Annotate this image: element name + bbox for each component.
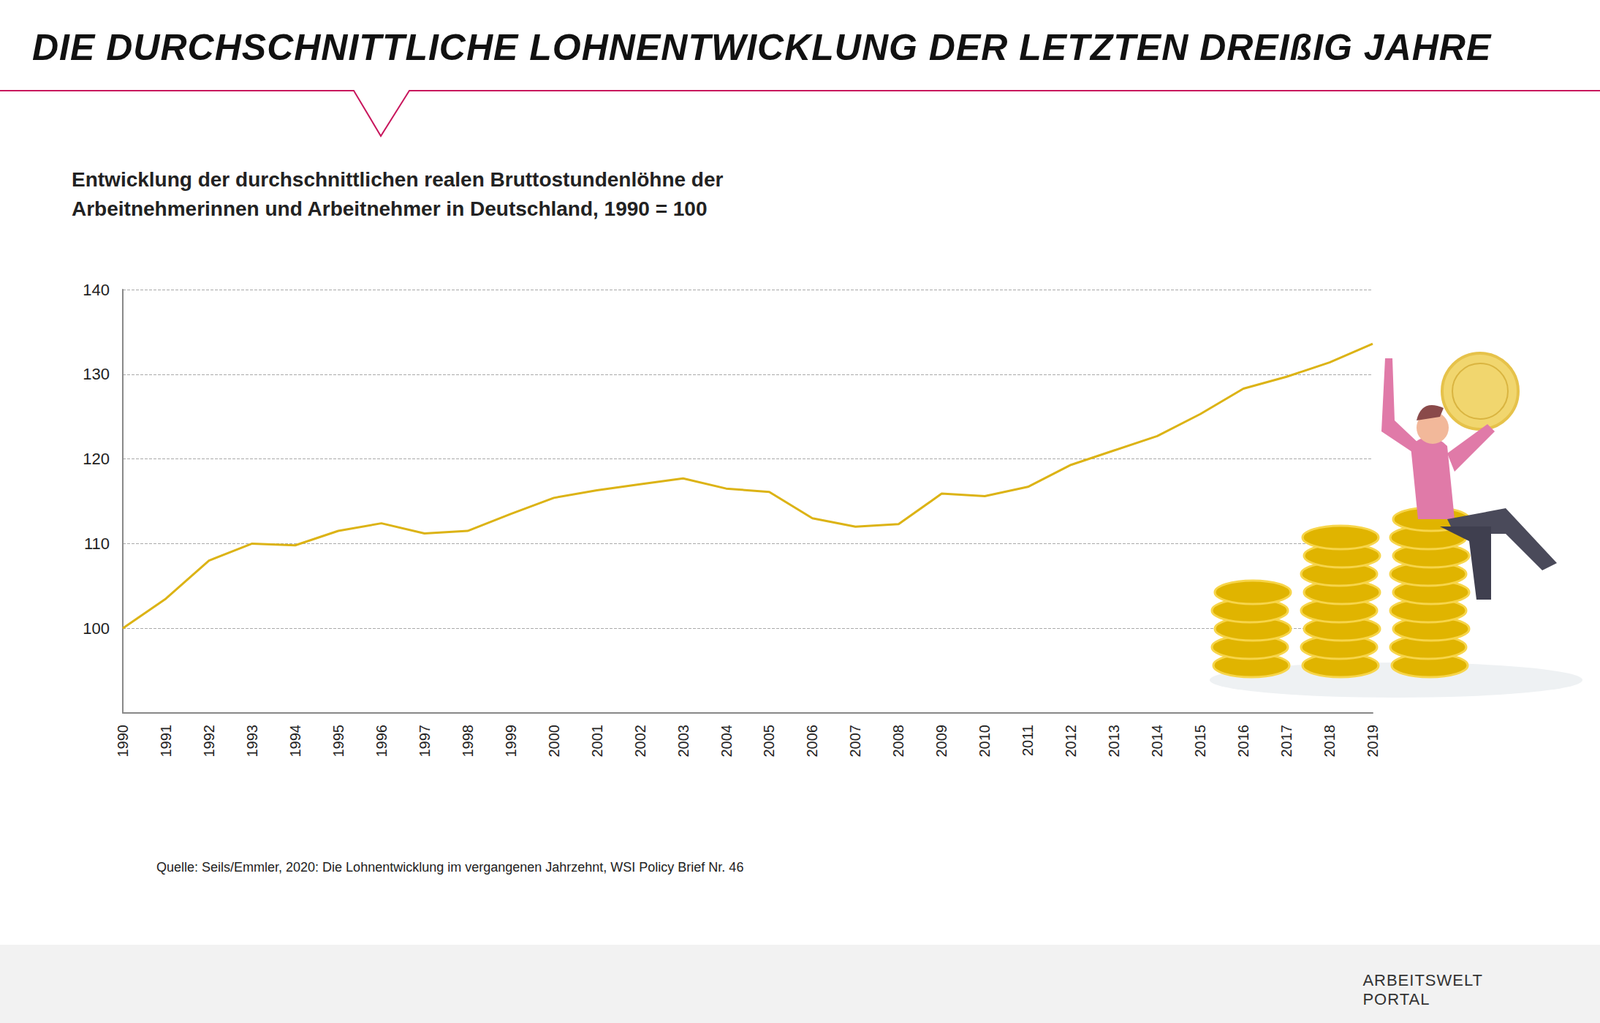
svg-text:2013: 2013 <box>1105 724 1122 758</box>
svg-text:2006: 2006 <box>804 724 821 758</box>
svg-text:2012: 2012 <box>1062 724 1079 758</box>
svg-text:1996: 1996 <box>373 724 390 758</box>
svg-text:1990: 1990 <box>114 724 131 758</box>
svg-text:2016: 2016 <box>1235 724 1252 758</box>
svg-text:2000: 2000 <box>546 724 563 758</box>
svg-text:2017: 2017 <box>1278 724 1295 758</box>
svg-text:130: 130 <box>82 364 110 384</box>
html-text:ARBEITSWELT: ARBEITSWELT <box>1362 970 1484 989</box>
svg-text:2004: 2004 <box>718 724 735 758</box>
svg-text:2003: 2003 <box>675 724 692 758</box>
html-text:PORTAL: PORTAL <box>1362 989 1430 1008</box>
html-text:Entwicklung der durchschnittli: Entwicklung der durchschnittlichen reale… <box>71 168 724 221</box>
svg-text:110: 110 <box>84 534 110 553</box>
html-text:Quelle: Seils/Emmler, 2020: Di: Quelle: Seils/Emmler, 2020: Die Lohnentw… <box>156 859 744 875</box>
svg-text:1991: 1991 <box>157 724 174 758</box>
svg-text:1998: 1998 <box>459 724 476 758</box>
svg-text:1993: 1993 <box>244 724 261 758</box>
svg-text:2010: 2010 <box>976 724 993 758</box>
svg-text:2009: 2009 <box>933 724 950 758</box>
svg-text:2014: 2014 <box>1149 724 1166 758</box>
svg-text:2018: 2018 <box>1321 724 1338 758</box>
svg-text:2001: 2001 <box>589 724 606 758</box>
svg-text:1995: 1995 <box>330 724 347 758</box>
svg-text:120: 120 <box>82 449 110 468</box>
svg-text:2002: 2002 <box>632 724 649 758</box>
svg-text:100: 100 <box>82 619 110 638</box>
svg-text:140: 140 <box>82 280 110 299</box>
svg-text:1997: 1997 <box>416 724 433 758</box>
svg-text:2019: 2019 <box>1364 724 1381 758</box>
svg-text:2015: 2015 <box>1192 724 1209 758</box>
html-text:DIE DURCHSCHNITTLICHE LOHNENTW: DIE DURCHSCHNITTLICHE LOHNENTWICKLUNG DE… <box>32 27 1492 68</box>
svg-text:1994: 1994 <box>287 724 304 758</box>
svg-text:2011: 2011 <box>1019 724 1036 756</box>
svg-text:2007: 2007 <box>847 724 864 758</box>
svg-text:2005: 2005 <box>760 724 777 758</box>
svg-text:2008: 2008 <box>890 724 907 758</box>
svg-text:1999: 1999 <box>502 724 519 758</box>
svg-text:1992: 1992 <box>201 724 218 758</box>
